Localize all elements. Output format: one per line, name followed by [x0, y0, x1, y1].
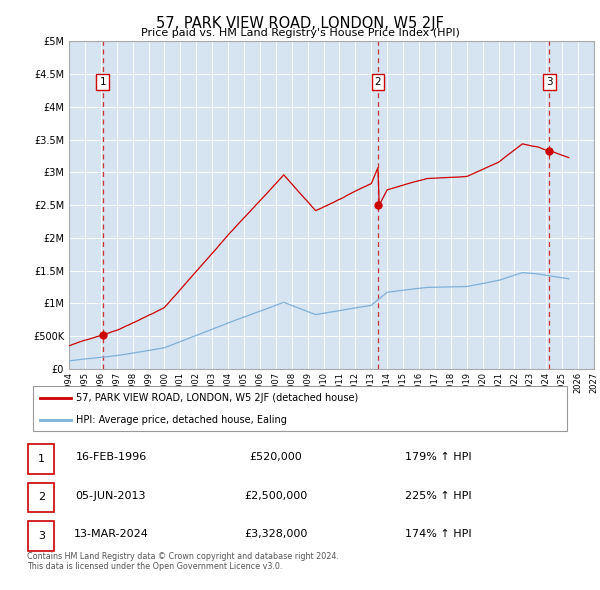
Text: £520,000: £520,000 [250, 453, 302, 462]
Text: £2,500,000: £2,500,000 [244, 491, 308, 500]
Text: 1: 1 [38, 454, 45, 464]
FancyBboxPatch shape [28, 521, 55, 550]
Text: 57, PARK VIEW ROAD, LONDON, W5 2JF: 57, PARK VIEW ROAD, LONDON, W5 2JF [156, 16, 444, 31]
Text: 3: 3 [38, 531, 45, 540]
Text: £3,328,000: £3,328,000 [244, 529, 308, 539]
Text: 174% ↑ HPI: 174% ↑ HPI [404, 529, 472, 539]
Text: Contains HM Land Registry data © Crown copyright and database right 2024.
This d: Contains HM Land Registry data © Crown c… [27, 552, 339, 571]
Text: 3: 3 [546, 77, 553, 87]
Text: HPI: Average price, detached house, Ealing: HPI: Average price, detached house, Eali… [76, 415, 287, 425]
Text: 225% ↑ HPI: 225% ↑ HPI [404, 491, 472, 500]
Text: 16-FEB-1996: 16-FEB-1996 [76, 453, 146, 462]
FancyBboxPatch shape [33, 385, 568, 431]
Text: 179% ↑ HPI: 179% ↑ HPI [404, 453, 472, 462]
FancyBboxPatch shape [28, 444, 55, 474]
Text: 2: 2 [38, 493, 45, 502]
Text: 2: 2 [374, 77, 381, 87]
Text: 57, PARK VIEW ROAD, LONDON, W5 2JF (detached house): 57, PARK VIEW ROAD, LONDON, W5 2JF (deta… [76, 392, 358, 402]
Text: Price paid vs. HM Land Registry's House Price Index (HPI): Price paid vs. HM Land Registry's House … [140, 28, 460, 38]
Text: 13-MAR-2024: 13-MAR-2024 [74, 529, 148, 539]
FancyBboxPatch shape [28, 483, 55, 512]
Text: 1: 1 [100, 77, 106, 87]
Text: 05-JUN-2013: 05-JUN-2013 [76, 491, 146, 500]
